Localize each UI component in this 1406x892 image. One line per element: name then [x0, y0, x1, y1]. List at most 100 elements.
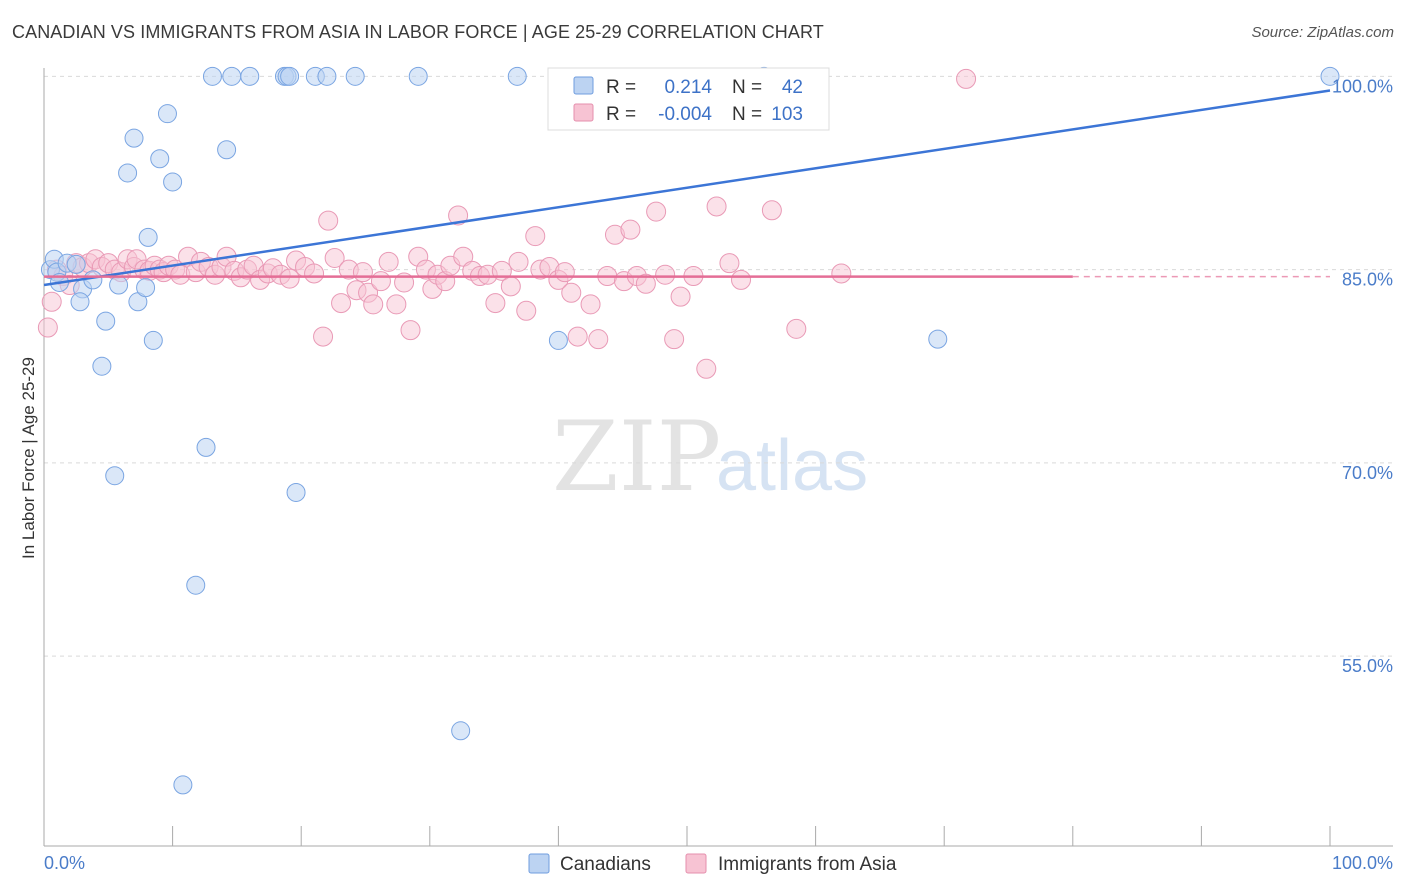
y-axis-label: In Labor Force | Age 25-29 [19, 357, 38, 559]
source-label: Source: ZipAtlas.com [1251, 24, 1394, 41]
bottom-legend-swatch-canadians [528, 853, 550, 874]
canadian-point [186, 575, 206, 595]
immigrant-point [378, 251, 399, 272]
canadian-point [163, 172, 183, 192]
legend-r-label-2: R = [606, 104, 636, 125]
immigrant-point [580, 294, 601, 315]
immigrant-point [786, 318, 807, 339]
canadian-point [136, 278, 156, 298]
chart-title: CANADIAN VS IMMIGRANTS FROM ASIA IN LABO… [12, 22, 824, 42]
immigrant-point [956, 68, 977, 89]
immigrant-point [635, 273, 656, 294]
canadian-point [222, 66, 242, 86]
canadian-point [345, 66, 365, 86]
immigrant-point [706, 196, 727, 217]
trend-lines [43, 89, 1331, 287]
canadian-point [928, 329, 948, 349]
canadian-point [92, 356, 112, 376]
y-tick-label: 85.0% [1342, 270, 1393, 290]
canadian-point [173, 775, 193, 795]
canadian-point [83, 270, 103, 290]
immigrant-point [448, 205, 469, 226]
canadian-point [507, 66, 527, 86]
canadian-point [196, 437, 216, 457]
grid [44, 75, 1393, 657]
watermark: ZIP atlas [552, 401, 868, 513]
immigrant-point [655, 264, 676, 285]
x-tick-max: 100.0% [1332, 853, 1393, 873]
immigrant-point [831, 263, 852, 284]
immigrant-point [324, 247, 345, 268]
canadian-point [70, 292, 90, 312]
canadian-point [105, 466, 125, 486]
bottom-legend-swatch-immigrants [685, 853, 707, 874]
immigrant-point [453, 246, 474, 267]
y-tick-labels: 55.0% 70.0% 85.0% 100.0% [1332, 76, 1393, 676]
canadian-point [548, 330, 568, 350]
bottom-legend-canadians: Canadians [560, 854, 651, 875]
legend-n-label-1: N = [732, 77, 762, 98]
immigrant-point [554, 262, 575, 283]
legend-r-label-1: R = [606, 77, 636, 98]
legend-n-value-2: 103 [771, 104, 803, 125]
legend-swatch-immigrants [573, 103, 594, 122]
immigrant-point [646, 201, 667, 222]
canadian-point [109, 275, 129, 295]
immigrant-point [313, 326, 334, 347]
legend-r-value-2: -0.004 [658, 104, 712, 125]
watermark-zip: ZIP [552, 401, 721, 513]
immigrant-point [500, 276, 521, 297]
immigrant-point [670, 286, 691, 307]
legend-n-value-1: 42 [782, 77, 803, 98]
legend-r-value-1: 0.214 [664, 77, 712, 98]
bottom-legend-immigrants: Immigrants from Asia [718, 854, 897, 875]
canadian-point [157, 104, 177, 124]
immigrant-point [525, 226, 546, 247]
immigrant-point [664, 329, 685, 350]
immigrant-point [696, 358, 717, 379]
immigrant-point [588, 329, 609, 350]
series-legend: Canadians Immigrants from Asia [528, 853, 897, 875]
immigrant-point [516, 300, 537, 321]
immigrant-point [400, 320, 421, 341]
canadians-trend-line [43, 89, 1331, 287]
canadian-point [408, 66, 428, 86]
immigrant-point [363, 294, 384, 315]
immigrant-point [761, 200, 782, 221]
immigrant-point [620, 219, 641, 240]
legend-box [547, 67, 830, 131]
canadian-point [124, 128, 144, 148]
canadians-points [40, 66, 1340, 795]
immigrant-point [485, 293, 506, 314]
canadian-point [96, 311, 116, 331]
immigrant-point [331, 293, 352, 314]
canadian-point [286, 482, 306, 502]
immigrant-point [37, 317, 58, 338]
legend-n-label-2: N = [732, 104, 762, 125]
y-tick-label: 100.0% [1332, 76, 1393, 96]
immigrant-point [304, 263, 325, 284]
legend-swatch-canadians [573, 76, 594, 95]
canadian-point [118, 163, 138, 183]
watermark-atlas: atlas [716, 426, 868, 506]
y-tick-label: 70.0% [1342, 463, 1393, 483]
immigrant-point [731, 269, 752, 290]
canadian-point [280, 66, 300, 86]
immigrant-point [719, 253, 740, 274]
canadian-point [240, 66, 260, 86]
immigrant-point [352, 262, 373, 283]
x-tick-min: 0.0% [44, 853, 85, 873]
canadian-point [143, 330, 163, 350]
immigrant-point [279, 268, 300, 289]
canadian-point [202, 66, 222, 86]
canadian-point [138, 227, 158, 247]
canadian-point [451, 721, 471, 741]
immigrant-point [41, 291, 62, 312]
immigrant-point [508, 251, 529, 272]
immigrant-point [386, 294, 407, 315]
immigrants-points [37, 68, 977, 379]
axes [43, 68, 1393, 847]
correlation-legend: R = 0.214 N = 42 R = -0.004 N = 103 [547, 67, 830, 131]
immigrant-point [561, 282, 582, 303]
